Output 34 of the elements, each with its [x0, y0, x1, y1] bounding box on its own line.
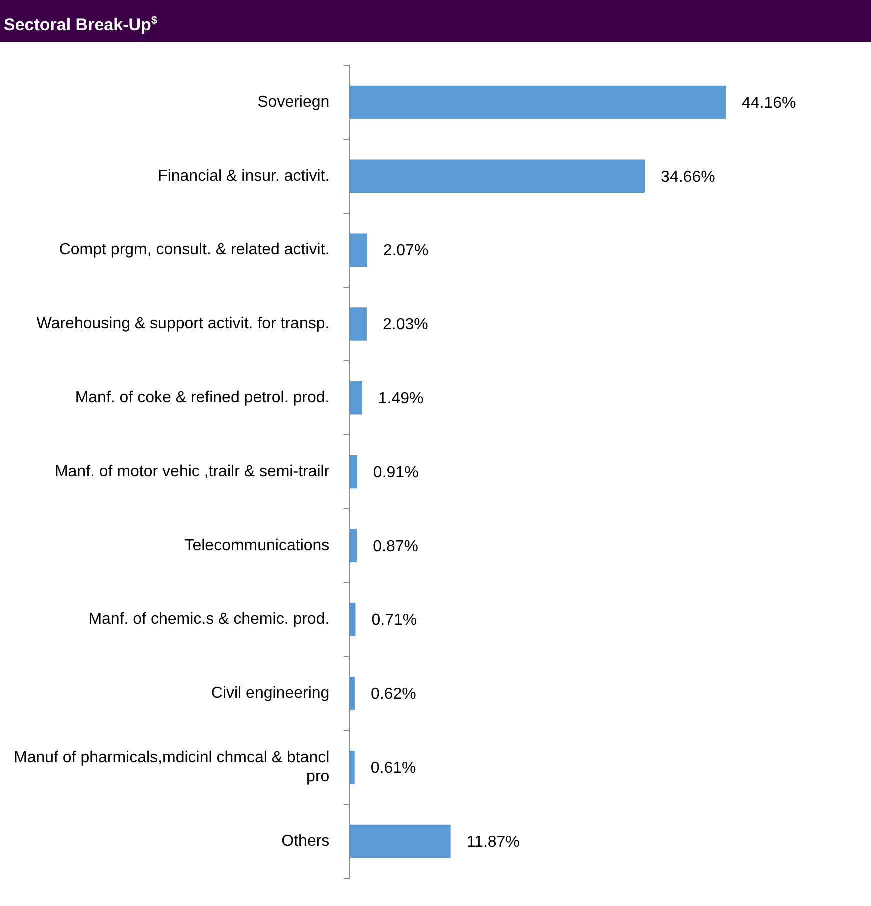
data-label: 0.91% — [373, 464, 419, 482]
data-label: 44.16% — [742, 94, 796, 112]
bar — [350, 308, 367, 341]
y-tick-label: Soveriegn — [258, 94, 330, 111]
bar — [350, 603, 356, 636]
data-label: 0.61% — [370, 760, 416, 777]
bar — [350, 455, 358, 489]
data-label: 0.87% — [373, 538, 418, 556]
y-tick-label: Telecommunications — [184, 537, 330, 554]
data-label: 2.07% — [383, 242, 429, 260]
data-label: 1.49% — [378, 390, 424, 408]
bar — [350, 234, 368, 267]
y-tick-label: Manf. of chemic.s & chemic. prod. — [88, 611, 330, 628]
data-label: 34.66% — [661, 168, 716, 186]
bar — [350, 381, 362, 415]
y-tick-label: Manf. of motor vehic ,trailr & semi-trailr — [54, 463, 330, 480]
data-label: 11.87% — [466, 834, 520, 851]
data-label: 0.71% — [372, 612, 418, 630]
y-tick-label: Manf. of coke & refined petrol. prod. — [75, 390, 330, 407]
bar — [350, 750, 355, 784]
y-tick-label: Financial & insur. activit. — [158, 168, 330, 185]
text: Sectoral Break-Up$^{$}$ — [0, 0, 871, 42]
bar — [350, 677, 355, 710]
data-label: 2.03% — [382, 316, 428, 334]
bar — [350, 86, 726, 120]
y-tick-label: Warehousing & support activit. for transp. — [36, 316, 330, 333]
bar — [350, 824, 451, 858]
y-tick-label: Manuf of pharmicals,mdicinl chmcal & btancl pro — [14, 749, 330, 786]
y-tick-label: Civil engineering — [211, 685, 330, 702]
data-label: 0.62% — [370, 686, 416, 704]
bar — [350, 529, 358, 563]
bar — [350, 160, 646, 194]
y-tick-label: Compt prgm, consult. & related activit. — [59, 242, 330, 259]
y-tick-label: Others — [282, 832, 330, 850]
